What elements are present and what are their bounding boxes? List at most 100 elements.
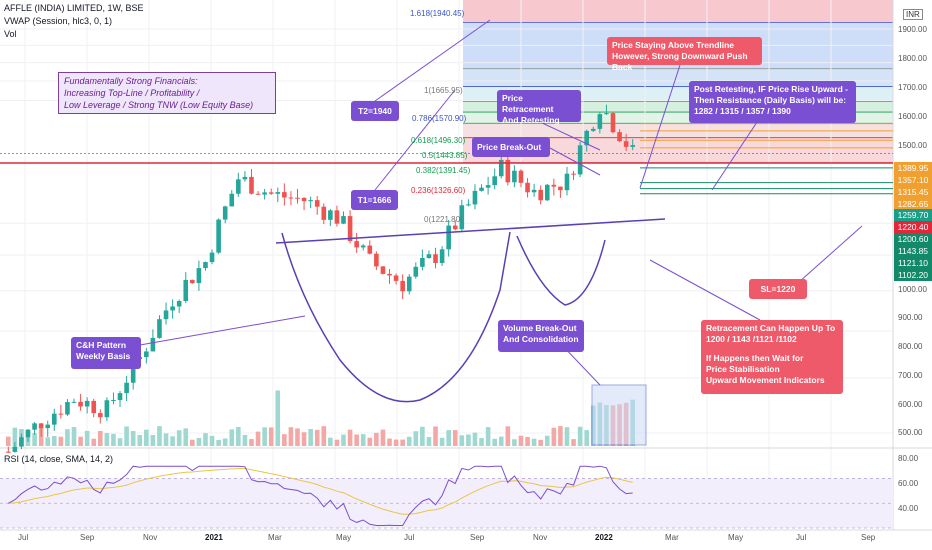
x-tick: Mar bbox=[268, 533, 282, 542]
volume-bar bbox=[360, 434, 366, 446]
price-tick: 600.00 bbox=[898, 400, 923, 409]
rsi-label: RSI (14, close, SMA, 14, 2) bbox=[4, 454, 114, 464]
note-line: And Retesting bbox=[502, 115, 560, 125]
rsi-sma-line bbox=[8, 467, 633, 515]
note-line: Price Retracement bbox=[502, 93, 554, 114]
candle-body bbox=[124, 382, 129, 394]
volume-bar bbox=[374, 432, 379, 446]
pointer-line bbox=[639, 64, 681, 189]
volume-bar bbox=[433, 426, 438, 446]
fib-label: 0.236(1326.60) bbox=[411, 186, 466, 195]
volume-bar bbox=[328, 437, 333, 446]
volume-bar bbox=[104, 433, 110, 446]
price-tag: 1315.45 bbox=[894, 186, 932, 198]
candle-body bbox=[374, 253, 379, 267]
volume-bar bbox=[196, 437, 202, 446]
x-tick: Sep bbox=[861, 533, 876, 542]
volume-bar bbox=[45, 437, 51, 446]
volume-bar bbox=[275, 390, 281, 446]
volume-bar bbox=[341, 434, 346, 446]
candle-body bbox=[558, 186, 563, 191]
candle-body bbox=[360, 245, 366, 248]
volume-bar bbox=[51, 436, 57, 446]
volume-bar bbox=[321, 426, 327, 446]
candle-body bbox=[163, 310, 169, 320]
candles bbox=[5, 104, 636, 453]
x-tick: May bbox=[728, 533, 744, 542]
volume-bar bbox=[150, 434, 156, 446]
sl-note: SL=1220 bbox=[749, 279, 807, 299]
candle-body bbox=[19, 437, 24, 447]
candle-body bbox=[564, 173, 570, 191]
volume-bar bbox=[564, 427, 570, 446]
x-tick: Sep bbox=[470, 533, 485, 542]
volume-bar bbox=[183, 428, 189, 446]
fib-label: 0.382(1391.45) bbox=[416, 166, 471, 175]
volume-bar bbox=[130, 431, 136, 446]
pointer-line bbox=[539, 121, 601, 151]
candle-body bbox=[531, 189, 537, 193]
volume-bar bbox=[446, 430, 451, 446]
price-tick: 1900.00 bbox=[898, 25, 927, 34]
volume-bar bbox=[209, 435, 215, 446]
note-line: Upward Movement Indicators bbox=[706, 375, 825, 385]
fib-label: 0.786(1570.90) bbox=[412, 114, 467, 123]
candle-body bbox=[183, 279, 189, 302]
candle-body bbox=[604, 113, 609, 115]
note-line: Price Staying Above Trendline bbox=[612, 40, 735, 50]
t2-note: T2=1940 bbox=[351, 101, 399, 121]
candle-body bbox=[446, 225, 451, 250]
candle-body bbox=[5, 451, 11, 453]
price-tick: 1700.00 bbox=[898, 83, 927, 92]
volume-bar bbox=[78, 436, 83, 446]
fib-zone bbox=[463, 112, 893, 124]
pointer-line bbox=[139, 315, 306, 346]
note-line: If Happens then Wait for bbox=[706, 353, 804, 363]
candle-body bbox=[236, 179, 241, 194]
rsi-tick: 60.00 bbox=[898, 479, 919, 488]
price-tag: 1357.10 bbox=[894, 174, 932, 186]
volume-bar bbox=[216, 439, 221, 446]
x-tick: Sep bbox=[80, 533, 95, 542]
pointer-line bbox=[374, 19, 491, 102]
note-line: Price Stabilisation bbox=[706, 364, 780, 374]
trendline-note: Price Staying Above Trendline However, S… bbox=[607, 37, 762, 72]
candle-body bbox=[571, 173, 576, 175]
x-tick: Jul bbox=[796, 533, 807, 542]
candle-body bbox=[262, 192, 267, 195]
ch-pattern-note: C&H Pattern Weekly Basis bbox=[71, 337, 141, 369]
candle-body bbox=[498, 159, 504, 177]
volume-breakout-box bbox=[591, 384, 647, 446]
volume-bar bbox=[406, 436, 412, 446]
candle-body bbox=[130, 358, 136, 383]
pointer-line bbox=[649, 259, 761, 321]
candle-body bbox=[439, 249, 445, 263]
volume-bar bbox=[308, 429, 313, 446]
candle-body bbox=[282, 192, 287, 198]
price-tick: 700.00 bbox=[898, 371, 923, 380]
candle-body bbox=[275, 192, 281, 194]
volume-bar bbox=[157, 426, 162, 446]
candle-body bbox=[190, 279, 195, 284]
candle-body bbox=[380, 266, 386, 274]
note-line: Weekly Basis bbox=[76, 351, 131, 361]
x-tick: Mar bbox=[665, 533, 679, 542]
volume-bar bbox=[452, 430, 458, 446]
candle-body bbox=[472, 190, 478, 205]
volume-bar bbox=[492, 438, 497, 446]
note-line: 1282 / 1315 / 1357 / 1390 bbox=[694, 106, 791, 116]
candle-body bbox=[466, 204, 471, 206]
candle-body bbox=[209, 252, 215, 263]
x-tick: Nov bbox=[143, 533, 158, 542]
candle-body bbox=[387, 273, 392, 276]
candle-body bbox=[308, 200, 313, 202]
info-line: Fundamentally Strong Financials: bbox=[64, 76, 198, 86]
candle-body bbox=[45, 424, 51, 429]
price-tick: 1600.00 bbox=[898, 112, 927, 121]
candle-body bbox=[590, 128, 596, 131]
volume-bar bbox=[255, 431, 261, 446]
price-tag: 1102.20 bbox=[894, 269, 932, 281]
volume-bar bbox=[571, 439, 576, 446]
candle-body bbox=[222, 206, 228, 220]
